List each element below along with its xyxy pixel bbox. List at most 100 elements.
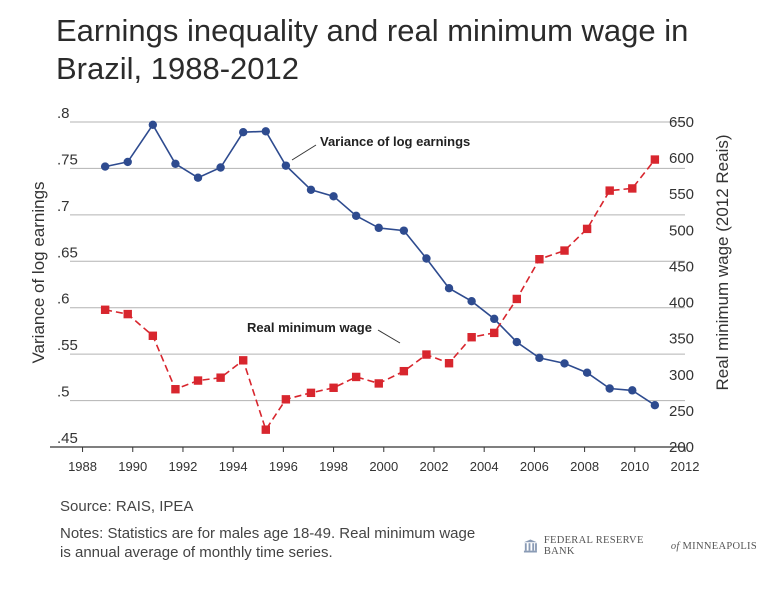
min-wage-point: [193, 376, 203, 385]
variance-line: [104, 123, 656, 406]
source-note: Source: RAIS, IPEA: [60, 498, 194, 515]
x-tick-label: 1992: [168, 459, 197, 474]
variance-point: [467, 297, 476, 306]
variance-point: [512, 337, 522, 347]
variance-point: [582, 368, 592, 377]
min-wage-point: [281, 395, 291, 404]
logo-text-main: FEDERAL RESERVE BANK: [543, 535, 644, 557]
x-tick-label: 1998: [319, 459, 348, 474]
min-wage-point: [216, 373, 225, 382]
x-tick-label: 2004: [470, 459, 499, 474]
y-left-tick-label: .5: [57, 384, 70, 401]
y-right-tick-label: 600: [669, 150, 694, 167]
min-wage-point: [422, 350, 431, 359]
y-left-tick-label: .6: [57, 291, 70, 308]
y-right-tick-label: 400: [669, 295, 694, 312]
y-right-tick-label: 650: [669, 114, 694, 131]
min-wage-leader-line: [377, 329, 401, 344]
x-tick-label: 1990: [118, 459, 147, 474]
min-wage-point: [399, 366, 409, 376]
min-wage-point: [239, 356, 248, 365]
annotation-layer: Variance of log earnings Real minimum wag…: [247, 134, 470, 344]
y-left-tick-label: .75: [57, 151, 78, 168]
y-left-axis-title: Variance of log earnings: [29, 181, 48, 363]
min-wage-label: Real minimum wage: [247, 320, 372, 335]
x-tick-label: 1996: [269, 459, 298, 474]
min-wage-point: [582, 224, 592, 234]
min-wage-point: [261, 425, 270, 434]
min-wage-point: [100, 305, 110, 314]
variance-point: [560, 359, 569, 368]
variance-point: [605, 384, 614, 393]
logo-text-of: of: [670, 540, 680, 552]
y-right-axis-title: Real minimum wage (2012 Reais): [713, 134, 732, 390]
variance-point: [306, 185, 316, 194]
y-right-tick-label: 450: [669, 258, 694, 275]
chart-title: Earnings inequality and real minimum wag…: [56, 13, 689, 86]
min-wage-point: [374, 379, 383, 388]
fed-minneapolis-logo: FEDERAL RESERVE BANK of MINNEAPOLIS: [523, 535, 757, 557]
axis-layer: .8 .75 .7 .65 .6 .55 .5 .45 650 600 550 500 450 400 35…: [29, 105, 732, 474]
x-tick-label: 1988: [68, 459, 97, 474]
variance-point: [216, 163, 225, 172]
variance-point: [351, 211, 361, 220]
y-left-tick-label: .55: [57, 337, 78, 354]
variance-point: [281, 161, 291, 170]
logo-text-city: MINNEAPOLIS: [682, 540, 757, 552]
variance-point: [535, 353, 544, 363]
y-right-tick-label: 300: [669, 367, 694, 384]
min-wage-point: [650, 155, 660, 164]
min-wage-point: [148, 331, 158, 340]
min-wage-point: [535, 255, 544, 264]
min-wage-point: [329, 383, 338, 392]
variance-point: [100, 162, 110, 171]
variance-leader-line: [291, 144, 317, 161]
notes-text: Notes: Statistics are for males age 18-4…: [60, 525, 476, 561]
variance-point: [444, 284, 454, 293]
x-tick-label: 2006: [520, 459, 549, 474]
y-right-tick-label: 500: [669, 222, 694, 239]
variance-label: Variance of log earnings: [320, 134, 470, 149]
variance-point: [148, 120, 158, 129]
min-wage-point: [560, 246, 569, 255]
variance-point: [422, 254, 431, 263]
variance-point: [399, 226, 409, 235]
min-wage-line: [104, 159, 656, 432]
min-wage-point: [171, 385, 180, 394]
variance-point: [650, 401, 660, 410]
variance-point: [628, 386, 637, 395]
bank-building-icon: [523, 539, 537, 553]
y-left-tick-label: .45: [57, 430, 78, 447]
y-right-tick-label: 350: [669, 331, 694, 348]
y-left-tick-label: .65: [57, 244, 78, 261]
variance-point: [123, 157, 132, 167]
min-wage-point: [512, 294, 522, 304]
x-tick-label: 2000: [369, 459, 398, 474]
variance-point: [239, 128, 248, 137]
y-left-tick-label: .8: [57, 105, 70, 122]
x-tick-label: 2010: [620, 459, 649, 474]
min-wage-point: [628, 184, 637, 193]
min-wage-point: [605, 186, 614, 195]
series-layer: [100, 120, 660, 434]
min-wage-point: [444, 359, 454, 368]
variance-point: [490, 314, 499, 324]
min-wage-point: [306, 388, 316, 398]
min-wage-point: [351, 372, 361, 382]
x-tick-label: 2002: [420, 459, 449, 474]
y-right-tick-label: 250: [669, 403, 694, 420]
min-wage-point: [123, 309, 132, 319]
min-wage-point: [490, 328, 499, 338]
x-tick-label: 2008: [570, 459, 599, 474]
variance-point: [171, 159, 180, 168]
variance-point: [261, 127, 270, 136]
x-tick-label: 1994: [219, 459, 248, 474]
variance-point: [374, 223, 383, 233]
x-tick-label: 2012: [671, 459, 700, 474]
min-wage-point: [467, 333, 476, 342]
grid-layer: [70, 121, 685, 402]
variance-point: [329, 192, 338, 201]
y-right-tick-label: 550: [669, 186, 694, 203]
variance-point: [193, 173, 203, 182]
